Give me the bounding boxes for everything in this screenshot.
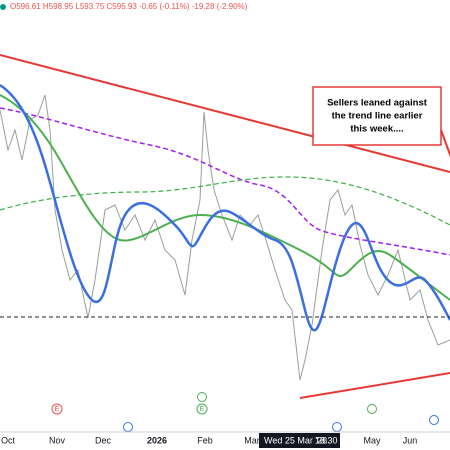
ma-blue: [0, 83, 450, 332]
price-path: [0, 94, 450, 381]
x-axis-label: Feb: [197, 435, 213, 445]
annotation-text: the trend line earlier: [332, 111, 423, 122]
annotation-text: Sellers leaned against: [327, 98, 428, 109]
ma-purple: [0, 107, 450, 256]
dividend-icon[interactable]: [197, 392, 207, 402]
annotation-text: this week....: [350, 124, 403, 135]
dividend-icon[interactable]: [332, 422, 342, 432]
status-dot: [0, 4, 6, 10]
crosshair-date: Wed 25 Mar '26: [264, 435, 327, 445]
x-axis-label: Mar: [244, 435, 260, 445]
x-axis-label: Nov: [49, 435, 66, 445]
event-icon[interactable]: [51, 403, 63, 415]
dividend-icon[interactable]: [123, 422, 133, 432]
x-axis-label: May: [363, 435, 381, 445]
x-axis-label: Dec: [95, 435, 112, 445]
ma-green: [0, 94, 450, 301]
event-icon[interactable]: [196, 403, 208, 415]
ohlc-header: O596.61 H598.95 L593.75 C595.93 -0.65 (-…: [10, 2, 248, 11]
dividend-icon[interactable]: [429, 415, 439, 425]
event-letter: E: [55, 406, 60, 413]
trend-line-lower: [299, 372, 450, 399]
x-axis-label: 2026: [147, 435, 167, 445]
x-axis-label: Jun: [403, 435, 418, 445]
dividend-icon[interactable]: [367, 404, 377, 414]
crosshair-time: 18:30: [315, 435, 338, 445]
ma-green-dashed: [0, 176, 450, 226]
annotation-arrow: [440, 129, 450, 158]
annotation-box: [312, 86, 442, 146]
event-letter: E: [200, 406, 205, 413]
x-axis-label: Oct: [1, 435, 16, 445]
trend-line-upper: [0, 54, 450, 173]
crosshair-label-box: [259, 433, 340, 448]
